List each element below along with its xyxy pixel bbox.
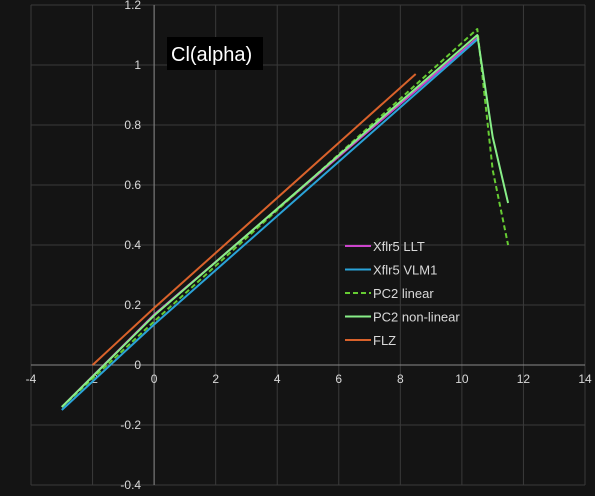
y-tick-label: 0.4 xyxy=(124,238,141,252)
series-line-2 xyxy=(61,28,510,408)
series-line-1 xyxy=(61,38,478,411)
x-tick-label: -4 xyxy=(26,372,37,386)
axes xyxy=(31,5,585,485)
x-tick-label: 4 xyxy=(274,372,281,386)
legend-label: FLZ xyxy=(373,333,396,348)
series-line-3 xyxy=(61,34,510,408)
chart-title: Cl(alpha) xyxy=(171,44,252,66)
legend-label: PC2 non-linear xyxy=(373,310,460,325)
y-tick-label: 0.6 xyxy=(124,178,141,192)
chart-title-background xyxy=(167,37,263,70)
y-tick-label: 0.2 xyxy=(124,298,141,312)
y-tick-label: -0.2 xyxy=(120,418,141,432)
series-line-4 xyxy=(91,73,417,366)
x-tick-label: 14 xyxy=(578,372,592,386)
x-tick-label: 12 xyxy=(517,372,531,386)
y-tick-label: 0.8 xyxy=(124,118,141,132)
legend-label: Xflr5 VLM1 xyxy=(373,263,437,278)
x-tick-label: 8 xyxy=(397,372,404,386)
series-lines xyxy=(61,28,510,411)
y-tick-label: 1.2 xyxy=(124,0,141,12)
legend-label: PC2 linear xyxy=(373,286,434,301)
legend-label: Xflr5 LLT xyxy=(373,239,425,254)
y-tick-label: 1 xyxy=(134,58,141,72)
x-tick-label: 2 xyxy=(212,372,219,386)
x-tick-label: 10 xyxy=(455,372,469,386)
y-tick-label: 0 xyxy=(134,358,141,372)
legend: Xflr5 LLT Xflr5 VLM1 PC2 linear PC2 non-lin… xyxy=(345,239,460,348)
x-tick-label: 0 xyxy=(151,372,158,386)
y-tick-label: -0.4 xyxy=(120,478,141,492)
chart-title-group: Cl(alpha) xyxy=(167,37,263,70)
x-tick-label: 6 xyxy=(335,372,342,386)
